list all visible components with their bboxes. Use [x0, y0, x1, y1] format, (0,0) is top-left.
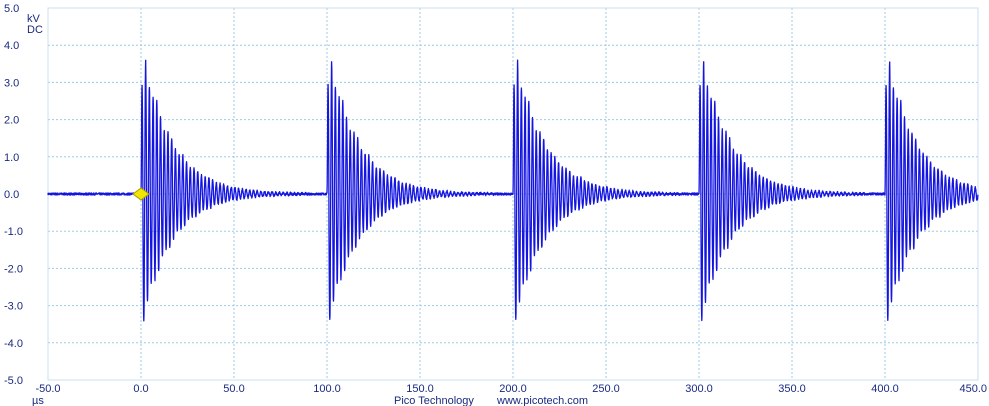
- x-tick-label: 150.0: [406, 383, 434, 395]
- trigger-marker[interactable]: [132, 187, 150, 201]
- y-tick-label: -2.0: [4, 263, 23, 275]
- x-tick-label: -50.0: [35, 383, 60, 395]
- x-tick-label: 50.0: [223, 383, 244, 395]
- x-tick-label: 200.0: [499, 383, 527, 395]
- x-unit: µs: [32, 395, 44, 406]
- x-tick-label: 450.0: [959, 383, 987, 395]
- x-tick-label: 100.0: [313, 383, 341, 395]
- y-tick-label: 0.0: [4, 189, 19, 201]
- x-tick-label: 350.0: [778, 383, 806, 395]
- trigger-marker-group: [132, 187, 150, 201]
- trace-group: [47, 59, 979, 322]
- footer-brand: Pico Technology: [394, 395, 474, 406]
- x-tick-label: 250.0: [592, 383, 620, 395]
- y-tick-label: 3.0: [4, 77, 19, 89]
- footer-url: www.picotech.com: [496, 395, 588, 406]
- y-tick-label: -1.0: [4, 226, 23, 238]
- y-tick-label: -4.0: [4, 338, 23, 350]
- y-tick-label: -3.0: [4, 301, 23, 313]
- x-tick-labels: -50.0 0.0 50.0 100.0 150.0 200.0 250.0 300.0 350…: [35, 383, 987, 395]
- y-tick-label: -5.0: [4, 375, 23, 387]
- y-unit-dc: DC: [27, 24, 43, 36]
- y-tick-label: 5.0: [4, 3, 19, 15]
- waveform-trace: [47, 59, 979, 322]
- x-tick-label: 400.0: [871, 383, 899, 395]
- x-tick-label: 300.0: [685, 383, 713, 395]
- y-tick-label: 2.0: [4, 115, 19, 127]
- y-unit-kv: kV: [27, 13, 41, 25]
- y-tick-labels: 5.0 4.0 3.0 2.0 1.0 0.0 -1.0 -2.0 -3.0 -4.0 -5.0: [4, 3, 23, 387]
- x-tick-label: 0.0: [133, 383, 148, 395]
- y-tick-label: 4.0: [4, 40, 19, 52]
- y-tick-label: 1.0: [4, 152, 19, 164]
